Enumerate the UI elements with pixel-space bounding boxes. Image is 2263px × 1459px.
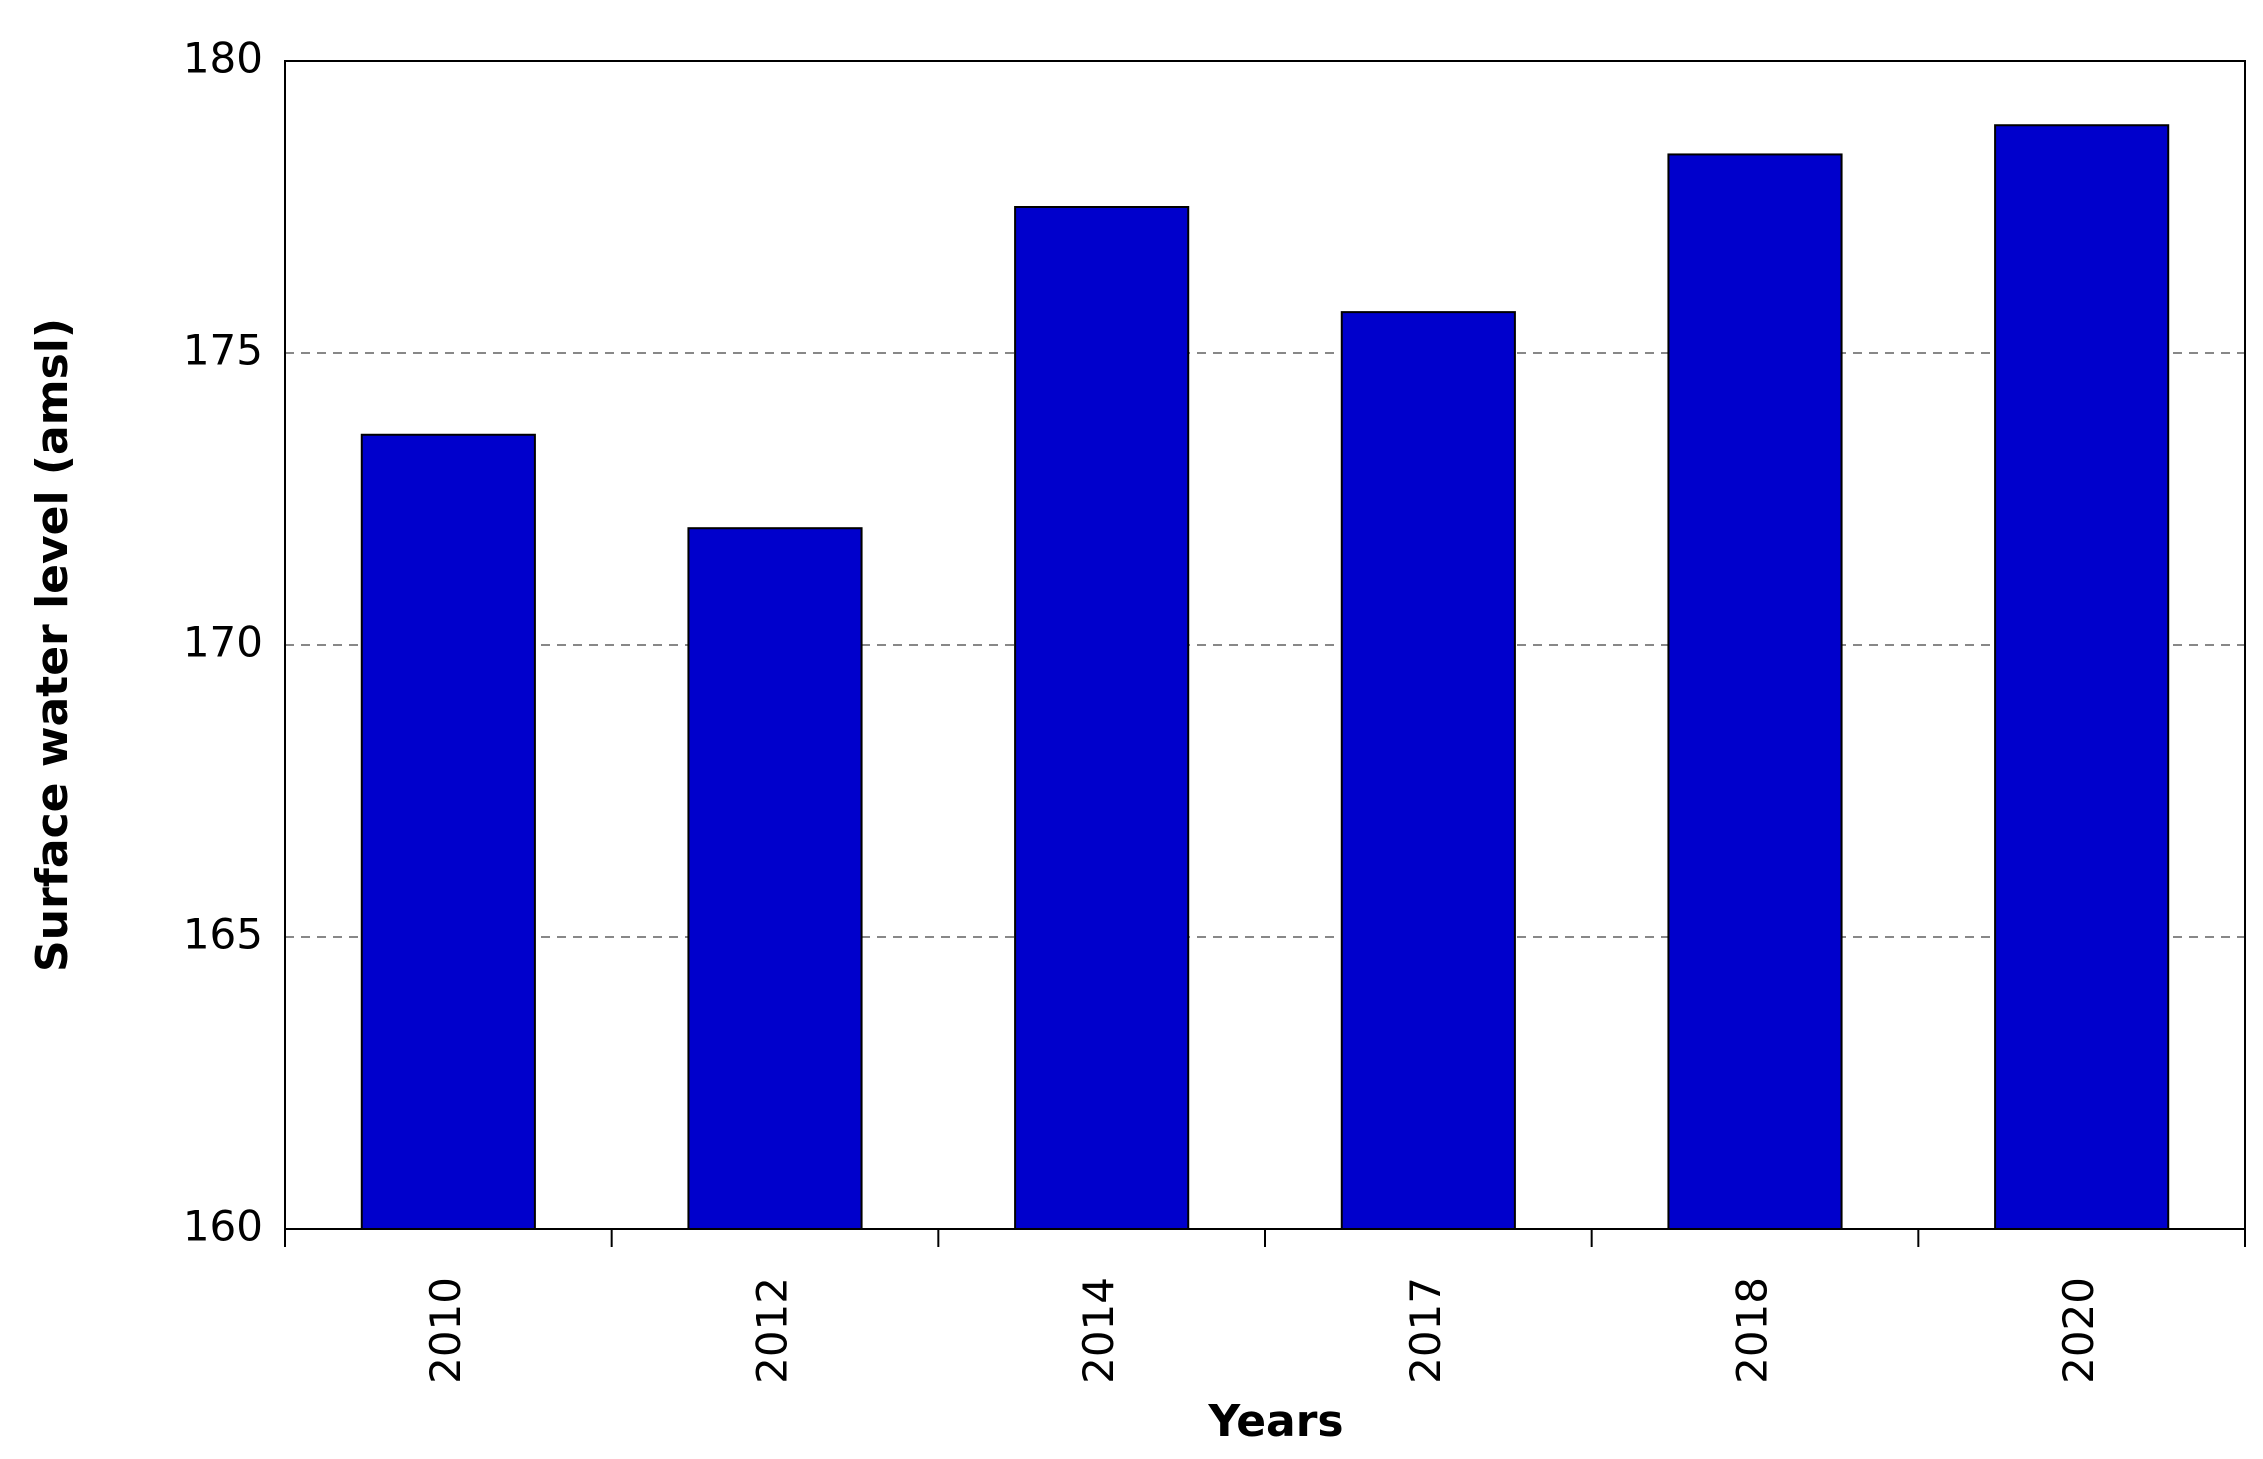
x-tick-label: 2014 (1074, 1277, 1123, 1384)
y-tick-label: 175 (183, 326, 263, 375)
y-tick-label: 170 (183, 618, 263, 667)
bar (1667, 153, 1843, 1231)
x-tick-label: 2018 (1728, 1277, 1777, 1384)
x-tick-label: 2020 (2054, 1277, 2103, 1384)
y-tick-label: 180 (183, 34, 263, 83)
x-tick-label: 2010 (421, 1277, 470, 1384)
bar (1340, 311, 1516, 1230)
bar (687, 527, 863, 1230)
y-axis-title: Surface water level (amsl) (27, 318, 78, 972)
bar (360, 433, 536, 1230)
bar (1994, 124, 2170, 1231)
x-axis-title: Years (1207, 1396, 1343, 1447)
y-tick-label: 165 (183, 910, 263, 959)
x-tick-label: 2017 (1401, 1277, 1450, 1384)
y-tick-label: 160 (183, 1202, 263, 1251)
x-tick-label: 2012 (748, 1277, 797, 1384)
bar (1014, 206, 1190, 1230)
plot-border (284, 60, 2246, 1230)
